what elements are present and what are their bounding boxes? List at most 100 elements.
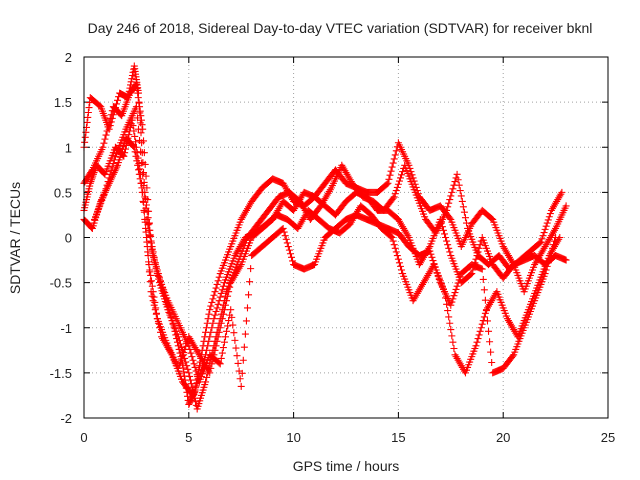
data-point: [481, 296, 489, 304]
data-point: [217, 289, 225, 297]
data-point: [134, 125, 142, 133]
data-point: [103, 127, 111, 135]
data-point: [467, 271, 475, 279]
data-point: [540, 229, 548, 237]
data-point: [138, 121, 146, 129]
data-point: [542, 266, 550, 274]
data-point: [208, 360, 216, 368]
data-point: [538, 235, 546, 243]
data-point: [140, 182, 148, 190]
data-point: [220, 338, 228, 346]
data-point: [215, 273, 223, 281]
chart-title: Day 246 of 2018, Sidereal Day-to-day VTE…: [88, 20, 593, 36]
data-point: [387, 167, 395, 175]
data-point: [480, 313, 488, 321]
data-point: [478, 320, 486, 328]
data-point: [443, 206, 451, 214]
data-point: [453, 170, 461, 178]
data-point: [226, 283, 234, 291]
data-point: [189, 356, 197, 364]
data-point: [547, 248, 555, 256]
data-point: [392, 147, 400, 155]
data-point: [204, 315, 212, 323]
data-point: [458, 197, 466, 205]
data-point: [552, 234, 560, 241]
data-point: [147, 271, 155, 279]
series-5: [90, 103, 560, 390]
data-point: [215, 328, 223, 336]
data-point: [206, 333, 214, 341]
data-point: [109, 159, 117, 167]
data-point: [234, 359, 242, 367]
data-point: [544, 216, 552, 224]
data-point: [151, 259, 159, 267]
data-point: [430, 260, 438, 268]
data-point: [187, 380, 195, 388]
data-point: [220, 306, 228, 314]
data-point: [449, 295, 457, 303]
data-points: [80, 62, 570, 413]
data-point: [145, 268, 153, 276]
data-point: [140, 208, 148, 216]
data-point: [107, 167, 115, 175]
data-point: [429, 257, 437, 265]
data-point: [446, 196, 454, 204]
data-point: [562, 202, 570, 210]
data-point: [224, 322, 232, 330]
data-point: [208, 324, 216, 332]
data-point: [545, 255, 553, 263]
data-point: [439, 226, 447, 234]
data-point: [453, 282, 461, 290]
data-point: [81, 138, 89, 146]
data-point: [233, 352, 241, 360]
data-point: [225, 288, 233, 296]
data-point: [434, 272, 442, 280]
data-point: [509, 352, 517, 360]
data-point: [242, 317, 250, 325]
data-point: [211, 311, 219, 319]
data-point: [285, 246, 293, 254]
x-tick-label: 0: [80, 430, 87, 445]
data-point: [450, 292, 458, 300]
data-point: [207, 364, 215, 372]
data-point: [219, 344, 227, 352]
data-point: [409, 174, 417, 182]
data-point: [212, 342, 220, 350]
data-point: [141, 160, 149, 168]
data-point: [474, 248, 482, 256]
data-point: [408, 171, 416, 179]
data-point: [211, 346, 219, 354]
data-point: [188, 353, 196, 361]
data-point: [137, 129, 145, 137]
data-point: [136, 136, 144, 144]
data-point: [175, 336, 183, 344]
y-tick-label: 1: [65, 140, 72, 155]
data-point: [185, 369, 193, 377]
data-point: [186, 372, 194, 380]
data-point: [279, 224, 287, 232]
data-point: [455, 276, 463, 284]
data-point: [203, 346, 211, 354]
data-point: [445, 199, 453, 207]
data-point: [105, 174, 113, 182]
data-point: [461, 214, 469, 222]
data-point: [135, 98, 143, 106]
data-point: [190, 360, 198, 368]
data-point: [140, 149, 148, 157]
data-point: [110, 156, 118, 164]
data-point: [289, 257, 297, 265]
data-point: [147, 288, 155, 296]
data-point: [81, 133, 89, 141]
data-point: [144, 221, 152, 229]
data-point: [210, 291, 218, 299]
data-point: [432, 266, 440, 274]
data-point: [558, 188, 566, 196]
data-point: [191, 363, 199, 371]
data-point: [132, 138, 140, 146]
data-point: [473, 252, 481, 260]
data-point: [474, 335, 482, 343]
data-point: [150, 301, 158, 309]
data-point: [151, 306, 159, 314]
data-point: [150, 253, 158, 261]
